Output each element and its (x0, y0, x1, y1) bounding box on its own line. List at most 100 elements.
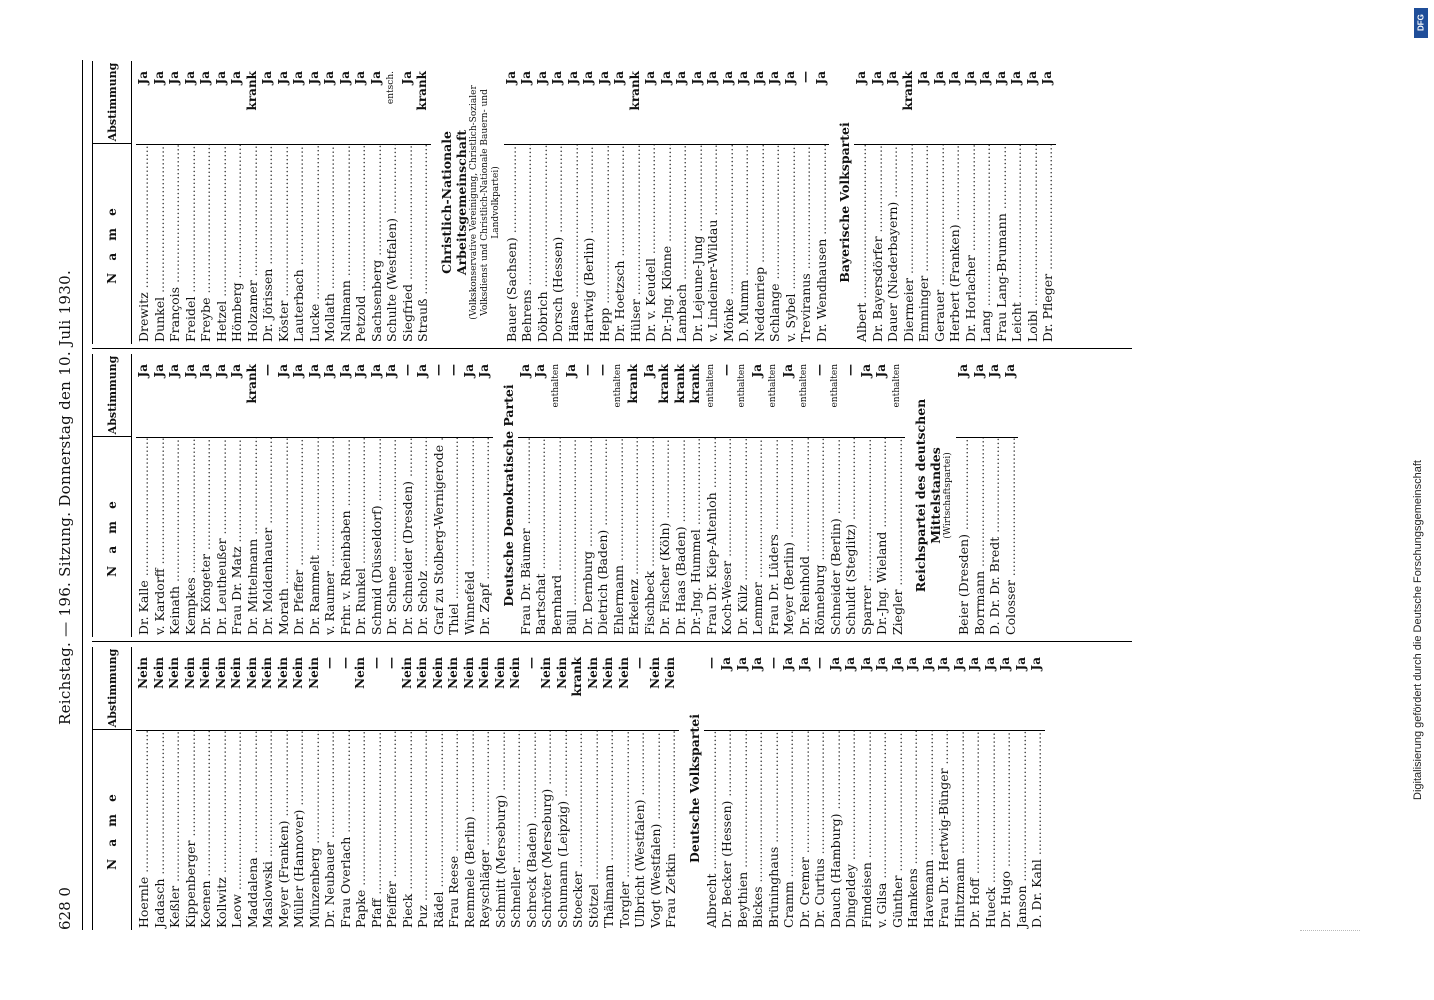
table-row: Hueck Ja (982, 647, 998, 930)
member-name: Schreck (Baden) (523, 730, 539, 930)
table-row: Dr. Runkel Ja (353, 354, 369, 637)
vote-value: Ja (353, 364, 367, 378)
member-name: Holzamer (244, 144, 260, 344)
vote-value: Nein (353, 657, 367, 689)
vote-value: Ja (167, 71, 181, 85)
funding-note: Digitalisierung gefördert durch die Deut… (1412, 460, 1424, 800)
column-1: N a m eAbstimmungHoernleNeinJadaschNeinK… (92, 647, 1132, 930)
member-name: Graf zu Stolberg-Wernigerode (430, 437, 446, 637)
member-name: Kempkes (182, 437, 198, 637)
member-name: Lucke (306, 144, 322, 344)
vote-value: krank (415, 71, 429, 111)
table-row: Frau Dr. Hertwig-Bünger Ja (936, 647, 952, 930)
table-row: Hülser krank (627, 61, 643, 344)
table-row: Morath Ja (275, 354, 291, 637)
vote-value: Nein (539, 657, 553, 689)
table-row: Albert Ja (854, 61, 870, 344)
member-name: Maslowski (260, 730, 276, 930)
member-name: Köster (275, 144, 291, 344)
table-row: Dr. Schnee Ja (384, 354, 400, 637)
member-name: Dr. v. Keudell (643, 144, 659, 344)
vote-value: Ja (936, 657, 950, 671)
vote-value: Nein (198, 657, 212, 689)
table-row: Frau Lang-Brumann Ja (993, 61, 1009, 344)
table-row: Koch-Weser — (719, 354, 735, 637)
vote-value: Ja (151, 364, 166, 378)
vote-value: Nein (415, 657, 429, 689)
vote-value: entsch. (386, 71, 396, 105)
member-name: Schuldt (Steglitz) (843, 437, 859, 637)
vote-value: Nein (399, 657, 414, 689)
name-column-header: N a m e (93, 729, 131, 930)
table-row: Dr. Bayersdörfer Ja (869, 61, 885, 344)
member-name: Torgler (616, 730, 632, 930)
table-row: Behrens Ja (519, 61, 535, 344)
member-name: Dr. Zapf (477, 437, 493, 637)
vote-value: Ja (229, 71, 243, 85)
vote-value: Ja (260, 71, 274, 85)
table-row: Dr. Hugo Ja (998, 647, 1014, 930)
member-name: Günther (889, 730, 905, 930)
vote-value: Ja (564, 364, 578, 378)
vote-value: Ja (368, 364, 383, 378)
rotated-page: 628 0 Reichstag. — 196. Sitzung. Donners… (50, 60, 1300, 930)
name-column-header: N a m e (93, 143, 131, 344)
vote-value: enthalten (736, 364, 747, 408)
table-row: Rädel Nein (430, 647, 446, 930)
member-name: Frau Dr. Kiep-Altenloh (703, 437, 719, 637)
table-row: Hömberg Ja (229, 61, 245, 344)
vote-value: Nein (306, 657, 321, 689)
member-name: Hoernle (136, 730, 152, 930)
member-name: Dr.-Jng. Wieland (874, 437, 890, 637)
member-name: Thiel (446, 437, 462, 637)
vote-value: Ja (874, 364, 888, 378)
member-name: François (167, 144, 183, 344)
member-name: Brüninghaus (765, 730, 781, 930)
table-row: Diermeier krank (900, 61, 916, 344)
table-row: Schlange Ja (767, 61, 783, 344)
vote-value: — (632, 657, 646, 669)
member-name: Frau Dr. Hertwig-Bünger (936, 730, 952, 930)
member-name: Schumann (Leipzig) (554, 730, 570, 930)
member-name: Keinath (167, 437, 183, 637)
table-row: Dr. Leutheußer Ja (213, 354, 229, 637)
vote-value: — (260, 364, 274, 376)
table-row: Dr. Lejeune-Jung Ja (689, 61, 705, 344)
table-row: Schmitt (Merseburg) Nein (492, 647, 508, 930)
member-name: Maddalena (244, 730, 260, 930)
member-name: Hömberg (229, 144, 245, 344)
table-row: Fischbeck Ja (641, 354, 657, 637)
table-row: Dr. v. Keudell Ja (643, 61, 659, 344)
vote-value: krank (626, 364, 640, 404)
vote-value: — (322, 657, 336, 669)
table-row: Dr. Fischer (Köln) krank (657, 354, 673, 637)
vote-value: — (368, 657, 383, 669)
member-name: Dr. Külz (734, 437, 750, 637)
vote-value: Ja (781, 657, 795, 671)
member-name: Fischbeck (641, 437, 657, 637)
table-row: Papke Nein (353, 647, 369, 930)
vote-value: Ja (920, 657, 935, 671)
table-row: Dr. Moldenhauer — (260, 354, 276, 637)
vote-value: krank (627, 71, 642, 111)
table-row: Dr. Scholz Ja (415, 354, 431, 637)
vote-value: Ja (1013, 657, 1028, 671)
vote-value: krank (570, 657, 584, 697)
vote-value: Ja (643, 71, 657, 85)
member-name: Mollath (322, 144, 338, 344)
member-name: Dr. Mittelmann (244, 437, 260, 637)
vote-value: Ja (998, 657, 1012, 671)
member-name: Büll (564, 437, 580, 637)
vote-column-header: Abstimmung (105, 648, 119, 728)
table-header: N a m e Abstimmung (92, 647, 132, 930)
vote-value: Ja (368, 71, 383, 85)
table-row: Ehlermann enthalten (610, 354, 626, 637)
vote-value: Nein (461, 657, 476, 689)
member-name: Jadasch (151, 730, 167, 930)
vote-value: Ja (306, 364, 321, 378)
vote-value: enthalten (829, 364, 840, 408)
member-name: Drewitz (136, 144, 152, 344)
vote-value: Ja (813, 71, 828, 85)
vote-value: Ja (889, 657, 904, 671)
member-name: Papke (353, 730, 369, 930)
